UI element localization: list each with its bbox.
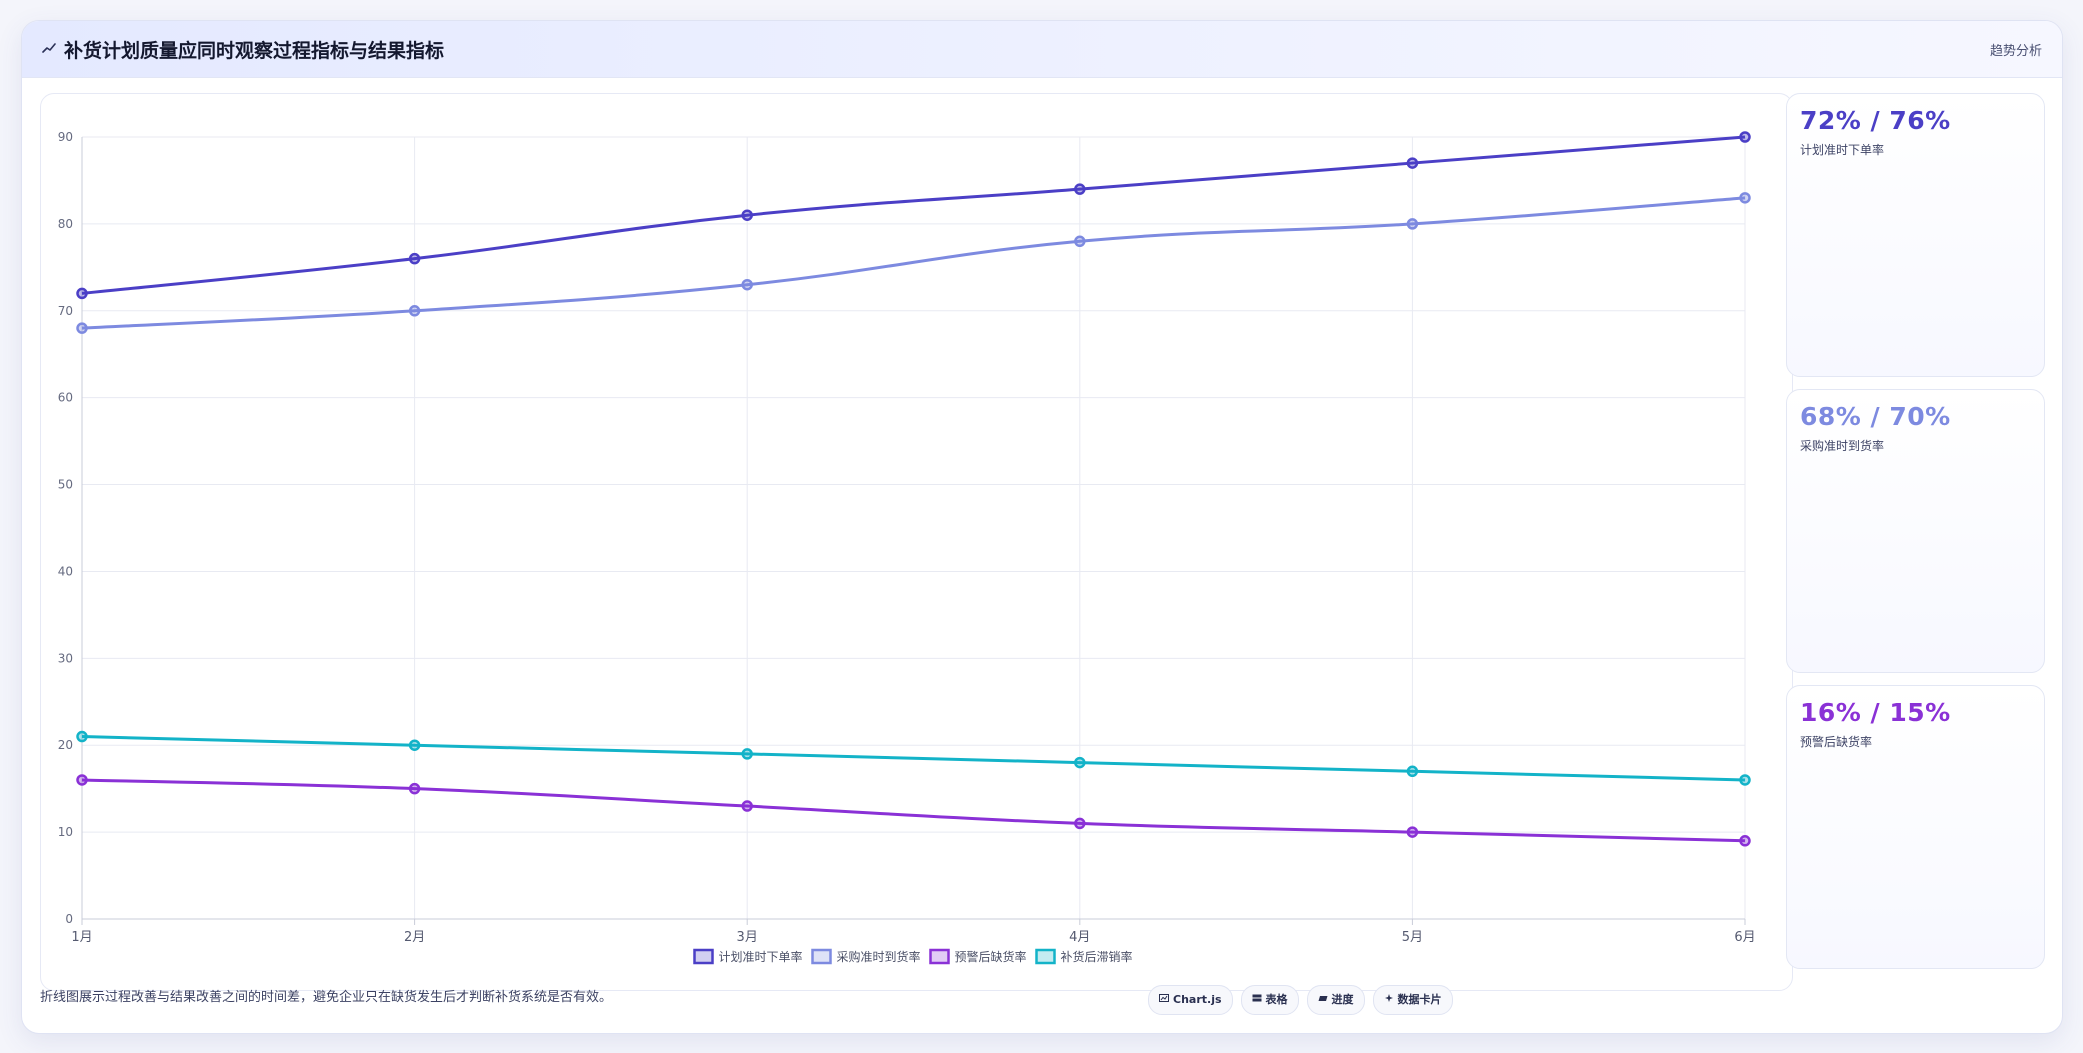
chip-progress[interactable]: 进度 — [1306, 985, 1365, 1015]
y-tick-label: 80 — [58, 217, 73, 231]
legend-swatch — [811, 948, 832, 965]
chip-data-card[interactable]: 数据卡片 — [1372, 985, 1453, 1015]
chart-legend: 计划准时下单率 采购准时到货率 预警后缺货率 补货后滞销率 — [693, 948, 1133, 965]
kpi-label: 计划准时下单率 — [1800, 143, 1885, 157]
data-point — [741, 748, 753, 760]
data-point — [1074, 756, 1086, 769]
page-title: 补货计划质量应同时观察过程指标与结果指标 — [64, 40, 445, 62]
data-point — [1074, 235, 1086, 248]
y-tick-label: 40 — [58, 564, 73, 578]
y-tick-label: 60 — [58, 391, 73, 405]
legend-label: 采购准时到货率 — [837, 949, 921, 964]
data-point — [408, 739, 421, 751]
kpi-value: 72% / 76% — [1800, 106, 1951, 135]
data-point — [1739, 774, 1751, 786]
data-point — [1739, 835, 1751, 847]
series-line-2 — [81, 778, 1746, 843]
chart-panel: 0 10 20 30 40 50 60 70 80 90 1月 2月 3月 4月 5月 6月 计划准时下单率 采… — [40, 93, 1793, 991]
kpi-card-plan-ontime: 72% / 76% 计划准时下单率 — [1786, 93, 2045, 377]
data-point — [1074, 817, 1086, 830]
x-tick-label: 6月 — [1734, 930, 1755, 945]
y-tick-label: 70 — [58, 304, 73, 318]
data-point — [741, 800, 753, 812]
chip-chartjs[interactable]: Chart.js — [1148, 985, 1233, 1015]
chart-series — [76, 131, 1751, 847]
legend-swatch — [1035, 948, 1056, 965]
x-tick-label: 3月 — [737, 930, 758, 945]
trend-line-icon — [42, 41, 56, 59]
y-tick-label: 50 — [58, 478, 73, 492]
sparkle-icon — [1384, 986, 1394, 1014]
kpi-value: 68% / 70% — [1800, 402, 1951, 431]
data-point — [408, 782, 421, 795]
data-point — [76, 730, 88, 743]
data-point — [741, 278, 753, 291]
data-point — [76, 287, 88, 300]
legend-label: 补货后滞销率 — [1061, 949, 1133, 964]
data-point — [1406, 826, 1419, 838]
x-tick-label: 1月 — [71, 930, 92, 945]
legend-swatch — [693, 948, 714, 965]
x-tick-label: 4月 — [1069, 930, 1090, 945]
kpi-label: 预警后缺货率 — [1800, 735, 1873, 749]
table-icon — [1252, 986, 1262, 1014]
data-point — [1739, 192, 1751, 204]
y-tick-label: 20 — [58, 738, 73, 752]
y-tick-label: 30 — [58, 651, 73, 665]
data-point — [1406, 218, 1419, 230]
data-point — [76, 322, 88, 334]
chip-label: 表格 — [1265, 993, 1288, 1006]
y-tick-label: 0 — [65, 912, 73, 926]
series-line-1 — [81, 196, 1746, 330]
data-point — [741, 209, 753, 221]
data-point — [1074, 183, 1086, 195]
data-point — [408, 305, 421, 317]
progress-icon — [1318, 986, 1328, 1014]
footer-note: 折线图展示过程改善与结果改善之间的时间差，避免企业只在缺货发生后才判断补货系统是… — [40, 990, 613, 1005]
legend-label: 预警后缺货率 — [955, 949, 1027, 964]
series-line-3 — [81, 735, 1746, 782]
kpi-value: 16% / 15% — [1800, 698, 1951, 727]
data-point — [76, 774, 88, 786]
chart-grid — [81, 136, 1746, 925]
data-point — [1406, 157, 1419, 169]
chart-icon — [1159, 986, 1169, 1014]
line-chart: 0 10 20 30 40 50 60 70 80 90 1月 2月 3月 4月 5月 6月 计划准时下单率 采… — [58, 130, 1756, 965]
data-point — [1739, 131, 1751, 143]
chip-label: Chart.js — [1173, 993, 1222, 1006]
title-group: 补货计划质量应同时观察过程指标与结果指标 — [42, 36, 444, 63]
legend-swatch — [929, 948, 950, 965]
chart-axes: 0 10 20 30 40 50 60 70 80 90 1月 2月 3月 4月 5月 6月 — [58, 130, 1756, 945]
chip-table[interactable]: 表格 — [1240, 985, 1299, 1015]
chip-label: 进度 — [1331, 993, 1354, 1006]
y-tick-label: 10 — [58, 825, 73, 839]
card-header: 补货计划质量应同时观察过程指标与结果指标 趋势分析 — [22, 21, 2062, 78]
data-point — [1406, 765, 1419, 778]
dashboard-card: 补货计划质量应同时观察过程指标与结果指标 趋势分析 0 10 20 30 40 50 60 7… — [21, 20, 2063, 1034]
analysis-tag: 趋势分析 — [1989, 44, 2042, 59]
series-line-0 — [81, 135, 1746, 295]
legend-label: 计划准时下单率 — [719, 949, 803, 964]
kpi-card-purchase-ontime: 68% / 70% 采购准时到货率 — [1786, 389, 2045, 673]
data-point — [408, 252, 421, 265]
kpi-label: 采购准时到货率 — [1800, 439, 1885, 453]
y-tick-label: 90 — [58, 130, 73, 144]
chip-label: 数据卡片 — [1397, 993, 1442, 1006]
kpi-card-stockout-after-alert: 16% / 15% 预警后缺货率 — [1786, 685, 2045, 969]
chip-group: Chart.js 表格 进度 数据卡片 — [1148, 985, 1453, 1015]
x-tick-label: 2月 — [404, 930, 425, 945]
x-tick-label: 5月 — [1402, 930, 1423, 945]
